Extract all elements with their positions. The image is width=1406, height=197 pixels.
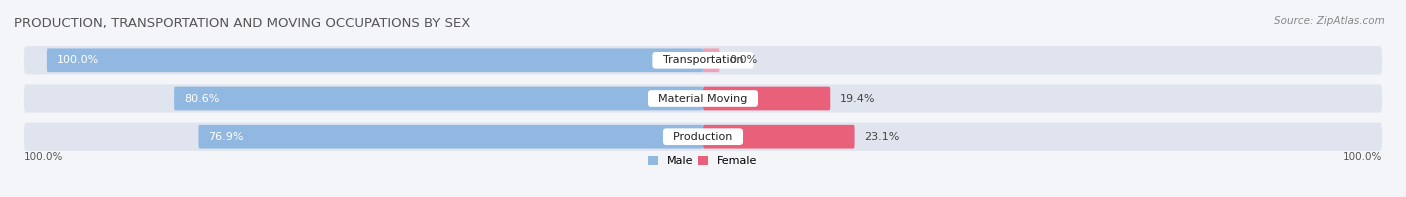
Text: 76.9%: 76.9% [208,132,243,142]
FancyBboxPatch shape [703,125,855,149]
Text: 100.0%: 100.0% [24,151,63,162]
FancyBboxPatch shape [198,125,703,149]
Text: 100.0%: 100.0% [56,55,98,65]
FancyBboxPatch shape [46,48,703,72]
FancyBboxPatch shape [24,46,1382,74]
Text: 19.4%: 19.4% [841,94,876,103]
Text: Source: ZipAtlas.com: Source: ZipAtlas.com [1274,16,1385,26]
Text: Transportation: Transportation [655,55,751,65]
Text: Production: Production [666,132,740,142]
Legend: Male, Female: Male, Female [648,156,758,166]
Text: 100.0%: 100.0% [1343,151,1382,162]
Text: 80.6%: 80.6% [184,94,219,103]
FancyBboxPatch shape [24,84,1382,113]
FancyBboxPatch shape [703,87,831,110]
Text: PRODUCTION, TRANSPORTATION AND MOVING OCCUPATIONS BY SEX: PRODUCTION, TRANSPORTATION AND MOVING OC… [14,17,471,30]
Text: 0.0%: 0.0% [730,55,758,65]
FancyBboxPatch shape [24,123,1382,151]
Text: Material Moving: Material Moving [651,94,755,103]
Text: 23.1%: 23.1% [865,132,900,142]
FancyBboxPatch shape [174,87,703,110]
FancyBboxPatch shape [703,48,720,72]
